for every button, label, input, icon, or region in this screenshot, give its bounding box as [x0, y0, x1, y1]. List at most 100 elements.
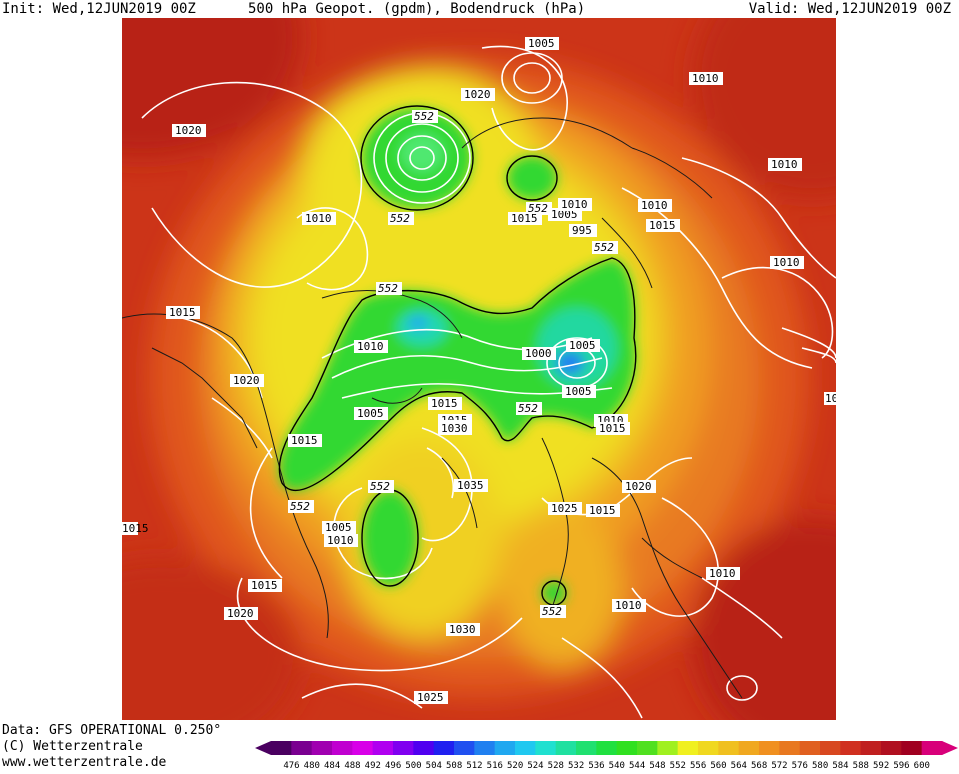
pressure-label: 1030 [438, 422, 472, 435]
svg-text:552: 552 [390, 212, 410, 225]
geopotential-label: 552 [388, 212, 414, 225]
geopotential-label: 552 [412, 110, 438, 123]
svg-text:1020: 1020 [233, 374, 260, 387]
svg-text:1015: 1015 [122, 522, 149, 535]
svg-text:1025: 1025 [551, 502, 578, 515]
pressure-label: 1005 [562, 385, 596, 398]
legend-tick-label: 492 [365, 761, 381, 770]
pressure-label: 1020 [224, 607, 258, 620]
pressure-label: 1010 [558, 198, 592, 211]
legend-scale: 476 480 484 488 492 496 500 504 508 512 516 520 524 5… [255, 741, 958, 771]
pressure-label: 1010 [706, 567, 740, 580]
pressure-label: 1010 [324, 534, 358, 547]
pressure-label: 1030 [446, 623, 480, 636]
legend-tick-label: 512 [466, 761, 482, 770]
geopotential-label: 552 [526, 202, 552, 215]
svg-text:552: 552 [290, 500, 310, 513]
valid-time: Valid: Wed,12JUN2019 00Z [748, 1, 951, 17]
legend-tick-label: 544 [629, 761, 645, 770]
svg-text:552: 552 [528, 202, 548, 215]
legend-swatch [921, 741, 943, 755]
legend-swatch [311, 741, 333, 755]
svg-text:1010: 1010 [327, 534, 354, 547]
geopotential-label: 552 [540, 605, 566, 618]
pressure-label: 1020 [461, 88, 495, 101]
pressure-label-group: 1005 1010 1020 1020 1010 1010 1015 1005 … [122, 37, 836, 704]
legend-tick-label: 564 [731, 761, 747, 770]
legend-tick-label: 504 [426, 761, 442, 770]
coastlines [122, 117, 743, 699]
legend-swatch [372, 741, 394, 755]
svg-text:1015: 1015 [431, 397, 458, 410]
svg-text:552: 552 [518, 402, 538, 415]
svg-text:10: 10 [825, 392, 836, 405]
legend-swatch [779, 741, 801, 755]
pressure-label: 1015 [166, 306, 200, 319]
pressure-label: 1015 [248, 579, 282, 592]
legend-tick-label: 532 [568, 761, 584, 770]
svg-text:1010: 1010 [771, 158, 798, 171]
pressure-label: 1010 [354, 340, 388, 353]
pressure-label: 1005 [322, 521, 356, 534]
legend-tick-label: 480 [304, 761, 320, 770]
pressure-label: 1010 [302, 212, 336, 225]
svg-text:552: 552 [594, 241, 614, 254]
svg-text:1030: 1030 [449, 623, 476, 636]
website-label: www.wetterzentrale.de [2, 755, 167, 770]
svg-text:1010: 1010 [305, 212, 332, 225]
pressure-label: 1035 [454, 479, 488, 492]
pressure-label: 1015 [288, 434, 322, 447]
legend-swatch [820, 741, 841, 755]
legend-swatch [332, 741, 353, 755]
pressure-label: 1015 [122, 522, 149, 535]
legend-arrow-left [255, 741, 271, 755]
legend-tick-label: 548 [649, 761, 665, 770]
init-time: Init: Wed,12JUN2019 00Z [2, 1, 196, 17]
svg-text:1015: 1015 [291, 434, 318, 447]
legend-swatch [698, 741, 719, 755]
svg-text:552: 552 [414, 110, 434, 123]
legend-tick-label: 540 [609, 761, 625, 770]
svg-text:1020: 1020 [227, 607, 254, 620]
geopotential-label: 552 [376, 282, 402, 295]
legend-swatch [799, 741, 821, 755]
legend-swatch [393, 741, 414, 755]
legend-swatch [738, 741, 760, 755]
legend-swatch [637, 741, 658, 755]
geopotential-label-group: 552 552 552 552 552 552 552 552 552 [288, 110, 618, 618]
legend-swatch [657, 741, 679, 755]
svg-text:1035: 1035 [457, 479, 484, 492]
legend-swatch [759, 741, 780, 755]
pressure-label: 1010 [612, 599, 646, 612]
legend-swatch [576, 741, 597, 755]
pressure-label: 1015 [508, 212, 542, 225]
svg-text:1020: 1020 [175, 124, 202, 137]
geopotential-label: 552 [288, 500, 314, 513]
svg-text:1010: 1010 [641, 199, 668, 212]
legend-tick-label: 528 [548, 761, 564, 770]
svg-text:1015: 1015 [511, 212, 538, 225]
svg-text:1005: 1005 [565, 385, 592, 398]
svg-text:1030: 1030 [441, 422, 468, 435]
svg-text:1020: 1020 [464, 88, 491, 101]
legend-swatch [555, 741, 577, 755]
pressure-label: 1005 [354, 407, 388, 420]
legend-tick-label: 600 [914, 761, 930, 770]
pressure-label: 1020 [172, 124, 206, 137]
legend-swatch [494, 741, 516, 755]
legend-swatch [454, 741, 475, 755]
weather-map: 552 552 552 552 552 552 552 552 552 1005… [122, 18, 836, 720]
legend-tick-label: 572 [771, 761, 787, 770]
legend-tick-label: 560 [710, 761, 726, 770]
svg-text:1005: 1005 [569, 339, 596, 352]
legend-tick-label: 476 [283, 761, 299, 770]
pressure-label: 1020 [230, 374, 264, 387]
svg-text:1010: 1010 [561, 198, 588, 211]
pressure-label: 1015 [428, 397, 462, 410]
pressure-label: 10 [824, 392, 836, 405]
svg-text:1010: 1010 [773, 256, 800, 269]
low-geopotential-areas [279, 108, 636, 605]
pressure-label: 1010 [770, 256, 804, 269]
svg-text:552: 552 [378, 282, 398, 295]
legend-arrow-right [942, 741, 958, 755]
